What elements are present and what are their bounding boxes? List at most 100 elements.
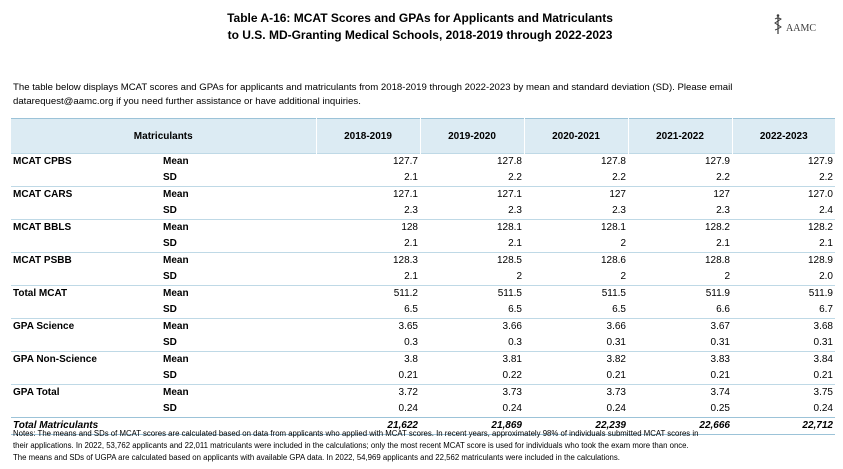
table-cell: 511.9: [628, 285, 732, 302]
table-cell: 2.3: [404, 205, 418, 216]
table-cell: 128.2: [628, 219, 732, 236]
table-cell: 2.1: [508, 238, 522, 249]
table-cell: 0.24: [502, 403, 522, 414]
row-statistic: Mean: [163, 252, 316, 269]
table-cell: 0.31: [813, 337, 833, 348]
table-cell: 2: [724, 271, 730, 282]
row-statistic: Mean: [163, 285, 316, 302]
table-row: SD 0.21 0.22 0.21 0.21 0.21: [11, 368, 835, 385]
table-row: SD 2.1 2 2 2 2.0: [11, 269, 835, 286]
table-cell: 2: [620, 271, 626, 282]
table-cell: 2.1: [819, 238, 833, 249]
total-cell: 21,622: [316, 417, 420, 435]
row-category: [11, 335, 163, 352]
table-cell: 0.24: [606, 403, 626, 414]
aamc-logo: AAMC: [773, 12, 833, 36]
table-cell: 127: [524, 186, 628, 203]
intro-text: The table below displays MCAT scores and…: [13, 81, 835, 109]
table-cell: 3.84: [732, 351, 835, 368]
table-cell: 2: [620, 238, 626, 249]
row-category: [11, 302, 163, 319]
table-cell: 3.74: [628, 384, 732, 401]
header-year: 2022-2023: [732, 118, 835, 154]
table-row: SD 2.1 2.2 2.2 2.2 2.2: [11, 170, 835, 187]
table-cell: 128.5: [420, 252, 524, 269]
table-cell: 127.8: [524, 153, 628, 170]
table-cell: 511.9: [732, 285, 835, 302]
notes: Notes: The means and SDs of MCAT scores …: [13, 428, 837, 464]
table-cell: 6.7: [819, 304, 833, 315]
table-cell: 0.22: [502, 370, 522, 381]
header-matriculants: Matriculants: [11, 118, 317, 154]
table-cell: 0.31: [710, 337, 730, 348]
table-cell: 3.73: [420, 384, 524, 401]
row-statistic: SD: [163, 271, 177, 282]
row-category: GPA Science: [11, 318, 163, 335]
header-year: 2018-2019: [316, 118, 421, 154]
table-row: SD 6.5 6.5 6.5 6.6 6.7: [11, 302, 835, 319]
table-cell: 128.1: [420, 219, 524, 236]
table-row: MCAT PSBB Mean 128.3 128.5 128.6 128.8 128.9: [11, 252, 835, 269]
row-statistic: Mean: [163, 186, 316, 203]
table-cell: 3.8: [316, 351, 420, 368]
table-cell: 3.67: [628, 318, 732, 335]
table-cell: 128.6: [524, 252, 628, 269]
data-table: Matriculants 2018-2019 2019-2020 2020-20…: [11, 118, 835, 435]
row-category: [11, 203, 163, 220]
table-cell: 0.21: [398, 370, 418, 381]
table-cell: 2.2: [716, 172, 730, 183]
table-cell: 0.3: [404, 337, 418, 348]
title-line-1: Table A-16: MCAT Scores and GPAs for App…: [227, 11, 613, 25]
table-cell: 0.31: [606, 337, 626, 348]
table-cell: 511.5: [420, 285, 524, 302]
table-cell: 127.0: [732, 186, 835, 203]
table-row: GPA Science Mean 3.65 3.66 3.66 3.67 3.68: [11, 318, 835, 335]
table-cell: 3.66: [420, 318, 524, 335]
table-cell: 6.5: [508, 304, 522, 315]
row-category: MCAT PSBB: [11, 252, 163, 269]
table-cell: 128.3: [316, 252, 420, 269]
table-cell: 127.1: [316, 186, 420, 203]
header-year: 2021-2022: [628, 118, 733, 154]
table-cell: 3.83: [628, 351, 732, 368]
table-cell: 3.68: [732, 318, 835, 335]
table-row: SD 0.3 0.3 0.31 0.31 0.31: [11, 335, 835, 352]
row-statistic: SD: [163, 238, 177, 249]
table-cell: 0.25: [710, 403, 730, 414]
row-category: GPA Total: [11, 384, 163, 401]
table-cell: 0.21: [606, 370, 626, 381]
total-label: Total Matriculants: [11, 417, 316, 435]
table-cell: 3.65: [316, 318, 420, 335]
table-cell: 3.66: [524, 318, 628, 335]
total-cell: 22,239: [524, 417, 628, 435]
row-category: [11, 170, 163, 187]
row-statistic: SD: [163, 304, 177, 315]
intro-line-2: datarequest@aamc.org if you need further…: [13, 96, 361, 107]
table-cell: 2.1: [404, 172, 418, 183]
table-cell: 2.1: [404, 271, 418, 282]
table-cell: 128.1: [524, 219, 628, 236]
row-category: [11, 368, 163, 385]
table-cell: 2.0: [819, 271, 833, 282]
table-cell: 128.2: [732, 219, 835, 236]
table-cell: 128.9: [732, 252, 835, 269]
table-cell: 127: [628, 186, 732, 203]
row-category: GPA Non-Science: [11, 351, 163, 368]
total-row: Total Matriculants 21,622 21,869 22,239 22,6…: [11, 417, 835, 435]
table-body: MCAT CPBS Mean 127.7 127.8 127.8 127.9 127.9 SD…: [11, 153, 835, 435]
table-cell: 0.24: [398, 403, 418, 414]
table-cell: 6.5: [612, 304, 626, 315]
intro-line-1: The table below displays MCAT scores and…: [13, 82, 733, 93]
row-statistic: Mean: [163, 318, 316, 335]
row-statistic: SD: [163, 370, 177, 381]
logo-text: AAMC: [786, 22, 817, 34]
row-statistic: Mean: [163, 351, 316, 368]
table-cell: 0.21: [710, 370, 730, 381]
table-cell: 2.2: [819, 172, 833, 183]
notes-line-2: their applications. In 2022, 53,762 appl…: [13, 441, 689, 450]
table-cell: 2.3: [508, 205, 522, 216]
total-cell: 21,869: [420, 417, 524, 435]
table-cell: 127.8: [420, 153, 524, 170]
table-cell: 6.5: [404, 304, 418, 315]
row-category: [11, 401, 163, 418]
